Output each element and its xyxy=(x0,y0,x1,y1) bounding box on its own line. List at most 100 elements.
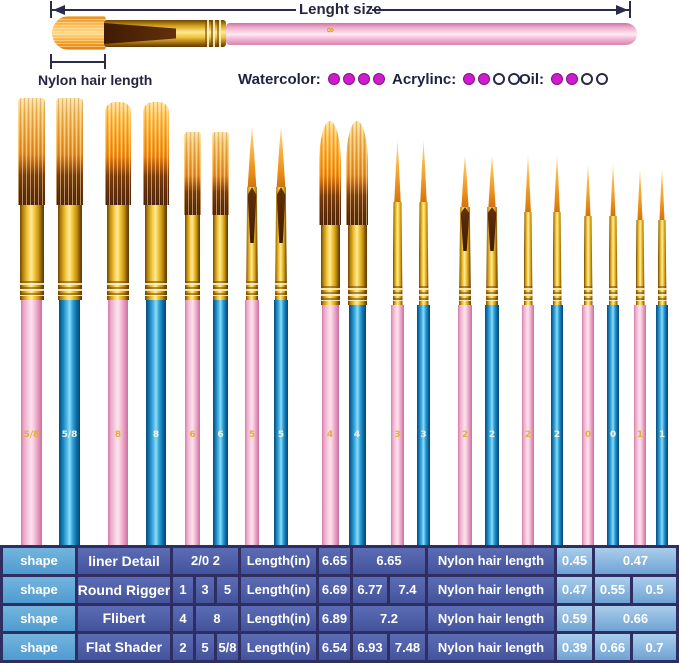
legend-oil-label: Oil: xyxy=(519,70,544,88)
brush-handle: 4 xyxy=(321,305,339,545)
table-cell-hair-value: 0.47 xyxy=(557,576,592,603)
brush-bristles xyxy=(184,132,201,215)
length-dimension-line xyxy=(372,9,630,11)
brush-size-number: 3 xyxy=(420,430,427,440)
paint-brush: 6 xyxy=(212,132,229,545)
brush-size-number: 2 xyxy=(524,430,532,440)
table-cell-brush-type: Flat Shader xyxy=(78,634,170,660)
table-cell-length-value: 7.48 xyxy=(390,634,425,660)
table-cell-hair-label: Nylon hair length xyxy=(428,634,554,660)
table-cell-size: 5 xyxy=(217,576,238,603)
brush-handle: 6 xyxy=(213,300,228,545)
brush-ferrule xyxy=(552,212,562,305)
ferrule-crimp-rings xyxy=(583,286,593,301)
ferrule-crimp-rings xyxy=(347,286,367,301)
brush-bristles xyxy=(105,102,131,205)
filled-dot-icon xyxy=(327,73,340,85)
ferrule-crimp-rings xyxy=(657,286,667,301)
brush-ferrule xyxy=(213,215,228,300)
brush-size-number: 5/8 xyxy=(61,430,78,440)
table-cell-length-value: 7.2 xyxy=(353,605,425,632)
table-cell-hair-value: 0.39 xyxy=(557,634,592,660)
table-cell-hair-label: Nylon hair length xyxy=(428,548,554,574)
brush-size-number: 5/8 xyxy=(23,430,40,440)
ferrule-crimp-rings xyxy=(635,286,645,301)
brush-bristles xyxy=(247,127,257,187)
ferrule-bristle-window xyxy=(487,207,497,251)
brush-bristles xyxy=(276,127,286,187)
nylon-hair-length-label: Nylon hair length xyxy=(38,72,153,88)
handle-size-number: 8 xyxy=(325,27,335,33)
brush-bristles xyxy=(585,164,591,216)
paint-brush: 5/8 xyxy=(18,98,45,545)
paint-brush: 0 xyxy=(607,164,619,545)
paint-brush: 1 xyxy=(656,169,668,545)
ferrule-crimp-rings xyxy=(320,286,340,301)
brush-handle: 4 xyxy=(348,305,366,545)
table-cell-length-value: 7.4 xyxy=(390,576,425,603)
brush-ferrule xyxy=(107,205,129,300)
table-cell-length-value: 6.89 xyxy=(319,605,350,632)
empty-dot-icon xyxy=(596,73,608,85)
right-arrowhead-icon xyxy=(616,5,628,15)
table-cell-length-label: Length(in) xyxy=(241,548,316,574)
brush-bristles xyxy=(461,155,469,207)
brush-handle: 1 xyxy=(656,305,668,545)
ferrule-bristle-window xyxy=(104,23,176,44)
empty-dot-icon xyxy=(508,73,521,85)
brush-size-number: 1 xyxy=(658,430,666,440)
brush-bristles xyxy=(420,141,427,202)
paint-brush: 0 xyxy=(582,164,594,545)
ferrule-crimp-rings xyxy=(205,20,222,47)
table-cell-size: 2/0 2 xyxy=(173,548,238,574)
brush-ferrule xyxy=(657,220,667,305)
table-cell-length-label: Length(in) xyxy=(241,634,316,660)
paint-brush: 5/8 xyxy=(56,98,83,545)
table-cell-shape: shape xyxy=(3,548,75,574)
brush-ferrule xyxy=(57,205,82,300)
filled-dot-icon xyxy=(551,73,563,85)
brush-handle: 5/8 xyxy=(21,300,42,545)
ferrule-crimp-rings xyxy=(145,281,167,296)
paint-brush: 3 xyxy=(417,141,430,545)
table-cell-length-value: 6.93 xyxy=(353,634,387,660)
brush-size-number: 3 xyxy=(394,430,401,440)
brush-handle: 3 xyxy=(391,305,404,545)
table-cell-size: 3 xyxy=(196,576,214,603)
ferrule-crimp-rings xyxy=(246,281,258,296)
paint-brush: 4 xyxy=(319,121,341,545)
ferrule-crimp-rings xyxy=(486,286,498,301)
table-cell-hair-value: 0.66 xyxy=(595,605,676,632)
table-cell-length-label: Length(in) xyxy=(241,576,316,603)
brush-size-number: 0 xyxy=(609,430,617,440)
brush-ferrule xyxy=(320,225,340,305)
table-cell-length-value: 6.54 xyxy=(319,634,350,660)
bracket-end-tick xyxy=(104,54,106,69)
horizontal-brush-ferrule xyxy=(104,20,226,47)
brush-handle: 0 xyxy=(607,305,619,545)
brush-ferrule xyxy=(486,207,498,305)
table-cell-brush-type: liner Detail xyxy=(78,548,170,574)
legend-oil: Oil: xyxy=(519,70,608,88)
brush-size-number: 2 xyxy=(488,430,496,440)
table-cell-shape: shape xyxy=(3,605,75,632)
brush-handle: 3 xyxy=(417,305,430,545)
table-cell-shape: shape xyxy=(3,576,75,603)
brush-size-number: 5 xyxy=(248,430,256,440)
brush-size-number: 4 xyxy=(326,430,334,440)
ferrule-crimp-rings xyxy=(275,281,287,296)
table-cell-size: 5/8 xyxy=(217,634,238,660)
brush-size-number: 5 xyxy=(277,430,285,440)
length-size-label: Lenght size xyxy=(299,1,382,18)
brush-ferrule xyxy=(347,225,367,305)
filled-dot-icon xyxy=(566,73,578,85)
spec-table: shape liner Detail 2/0 2 Length(in) 6.65… xyxy=(0,545,679,663)
brush-ferrule xyxy=(185,215,200,300)
brush-bristles xyxy=(488,155,496,207)
brush-bristles xyxy=(554,155,560,212)
brush-bristles xyxy=(56,98,83,205)
brush-ferrule xyxy=(523,212,533,305)
legend-watercolor-label: Watercolor: xyxy=(238,70,321,88)
brush-size-number: 2 xyxy=(553,430,561,440)
dimension-end-tick xyxy=(50,1,52,18)
